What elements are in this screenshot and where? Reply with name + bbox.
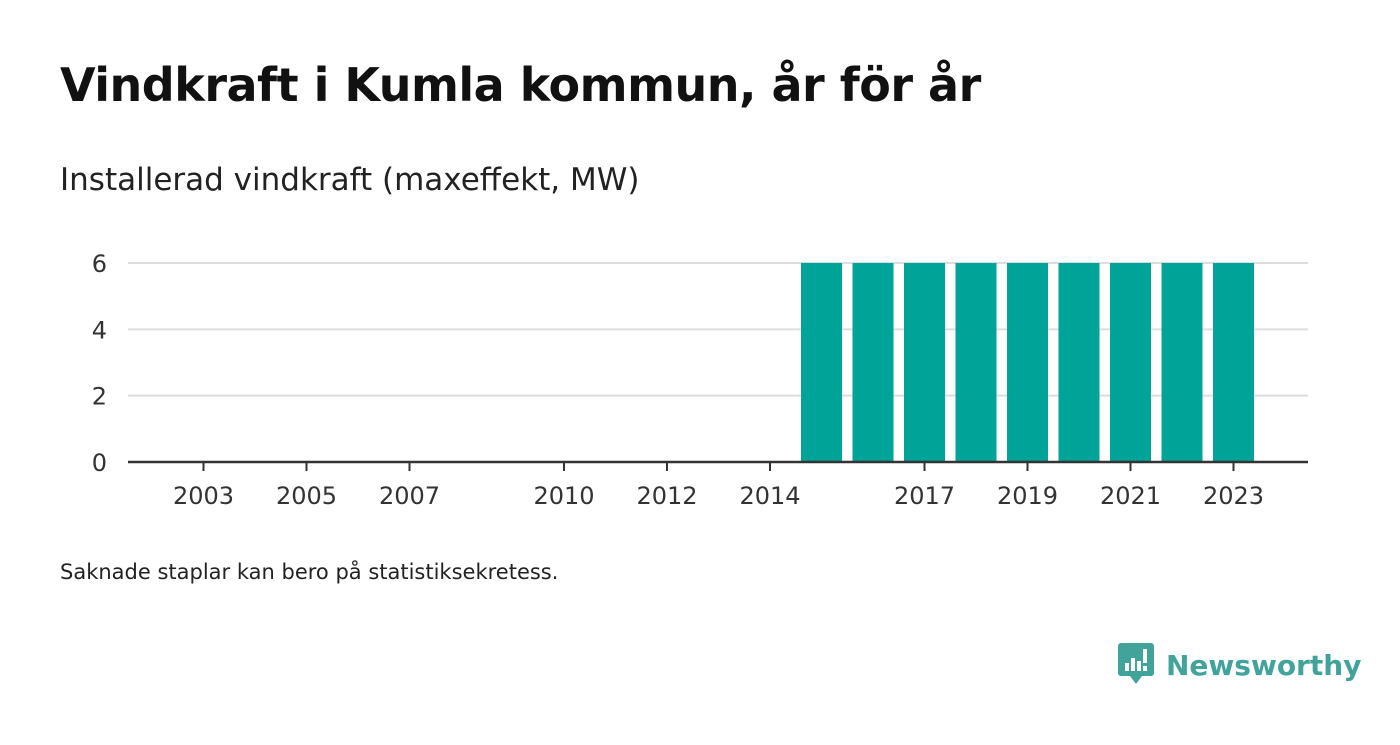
x-tick-label-2014: 2014 — [739, 482, 800, 510]
bar-2015 — [801, 263, 842, 462]
bar-2018 — [955, 263, 997, 462]
bar-2016 — [852, 263, 894, 462]
x-tick-label-2017: 2017 — [894, 482, 955, 510]
y-tick-label-2: 2 — [92, 383, 107, 411]
x-tick-label-2023: 2023 — [1203, 482, 1264, 510]
brand-name: Newsworthy — [1166, 648, 1362, 682]
x-tick-label-2010: 2010 — [533, 482, 594, 510]
y-tick-label-0: 0 — [92, 449, 107, 477]
bar-2020 — [1058, 263, 1100, 462]
bar-2019 — [1007, 263, 1048, 462]
chart-title: Vindkraft i Kumla kommun, år för år — [60, 58, 981, 112]
bars — [801, 263, 1254, 462]
chart-subtitle: Installerad vindkraft (maxeffekt, MW) — [60, 162, 640, 198]
x-tick-label-2021: 2021 — [1100, 482, 1161, 510]
y-tick-label-6: 6 — [92, 250, 107, 278]
x-tick-label-2005: 2005 — [276, 482, 337, 510]
bar-2023 — [1213, 263, 1254, 462]
bar-2021 — [1110, 263, 1151, 462]
x-tick-label-2012: 2012 — [636, 482, 697, 510]
footnote: Saknade staplar kan bero på statistiksek… — [60, 560, 559, 584]
bar-chart: 0 2 4 6 2003 2005 2007 2010 2012 2014 2017 2019 2021… — [92, 250, 1308, 510]
bar-2017 — [904, 263, 945, 462]
axes: 0 2 4 6 2003 2005 2007 2010 2012 2014 2017 2019 2021… — [92, 250, 1308, 510]
x-tick-label-2007: 2007 — [379, 482, 440, 510]
bar-2022 — [1161, 263, 1203, 462]
brand-logo[interactable]: Newsworthy — [1118, 641, 1361, 689]
y-tick-label-4: 4 — [92, 316, 107, 344]
x-tick-label-2003: 2003 — [173, 482, 234, 510]
x-tick-label-2019: 2019 — [997, 482, 1058, 510]
newsworthy-logo-icon — [1118, 641, 1154, 689]
